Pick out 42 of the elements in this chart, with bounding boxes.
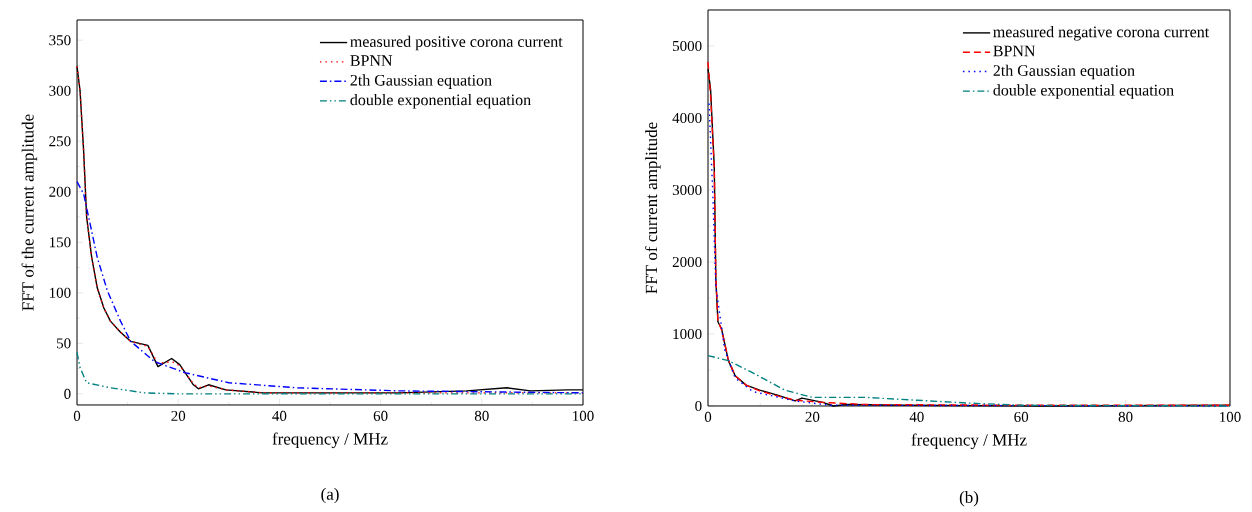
text: (a) [321, 487, 339, 504]
y-tick-label: 5000 [673, 40, 702, 51]
legend-label: 2th Gaussian equation [350, 74, 492, 89]
y-tick-label: 0 [64, 388, 71, 399]
x-tick-label: 40 [272, 410, 287, 421]
y-tick-label: 50 [57, 338, 71, 349]
x-tick-label: 60 [373, 410, 388, 421]
y-tick-label: 250 [49, 136, 71, 147]
text: (b) [959, 490, 979, 507]
y-tick-label: 4000 [672, 112, 702, 123]
y-tick-label: 300 [49, 85, 71, 96]
x-tick-label: 0 [73, 410, 81, 421]
x-axis-title: frequency / MHz [911, 433, 1027, 450]
x-tick-label: 20 [171, 410, 186, 421]
y-tick-label: 200 [49, 186, 71, 197]
x-tick-label: 100 [573, 410, 594, 421]
legend-label: BPNN [993, 45, 1036, 57]
y-tick-label: 350 [49, 35, 71, 46]
line-series [76, 351, 584, 395]
x-axis-title: frequency / MHz [272, 432, 388, 449]
y-tick-label: 1000 [673, 328, 702, 339]
legend-label: measured negative corona current [993, 25, 1210, 41]
y-tick-label: 3000 [672, 184, 702, 195]
legend-label: 2th Gaussian equation [993, 64, 1135, 80]
line-series [76, 180, 584, 394]
y-tick-label: 0 [695, 400, 702, 411]
x-tick-label: 0 [704, 411, 712, 422]
y-axis-title: FFT of the current amplitude [21, 114, 38, 311]
x-tick-label: 100 [1220, 411, 1241, 422]
x-tick-label: 60 [1014, 411, 1029, 422]
y-tick-label: 2000 [672, 256, 702, 267]
x-tick-label: 20 [805, 411, 820, 422]
legend-label: double exponential equation [350, 93, 531, 109]
legend-label: BPNN [350, 55, 393, 66]
x-tick-label: 40 [909, 411, 924, 422]
x-tick-label: 80 [1118, 411, 1133, 422]
y-tick-label: 100 [49, 287, 71, 298]
legend-label: double exponential equation [993, 84, 1174, 99]
x-tick-label: 80 [474, 410, 489, 421]
y-axis-title: FFT of current amplitude [645, 122, 661, 294]
legend-label: measured positive corona current [350, 35, 563, 51]
y-tick-label: 150 [49, 237, 71, 248]
